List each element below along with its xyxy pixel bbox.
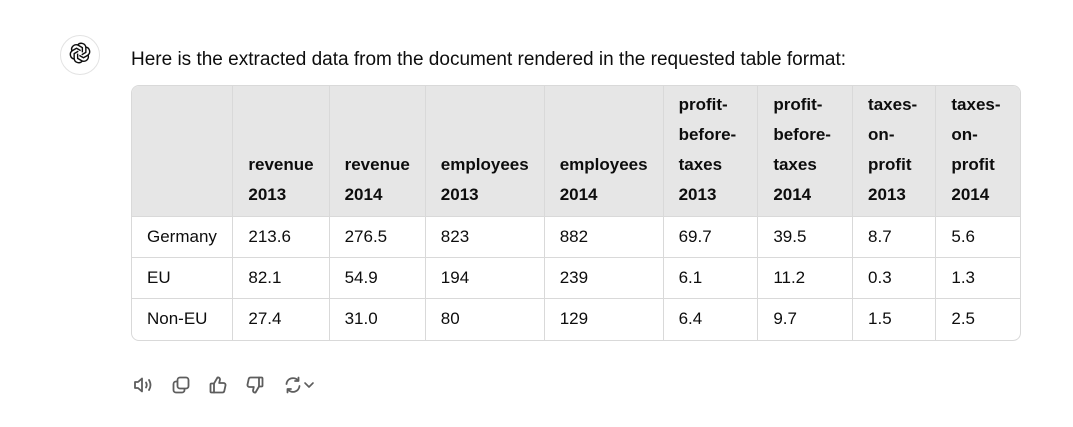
table-header-cell: employees 2013 <box>425 86 545 217</box>
read-aloud-icon <box>133 375 155 395</box>
table-header-cell: revenue 2014 <box>329 86 426 217</box>
assistant-avatar <box>60 35 100 75</box>
table-cell: 5.6 <box>935 216 1020 258</box>
table-header-cell: taxes-on-profit 2014 <box>935 86 1020 217</box>
table-cell: 8.7 <box>852 216 937 258</box>
table-header-cell: revenue 2013 <box>232 86 330 217</box>
table-cell: 1.5 <box>852 298 937 340</box>
regenerate-button[interactable] <box>279 372 319 398</box>
table-cell: 9.7 <box>757 298 854 340</box>
table-cell: 129 <box>544 298 664 340</box>
header-line: 2014 <box>951 185 990 204</box>
header-line: taxes- <box>951 95 1001 114</box>
table-cell: 31.0 <box>329 298 426 340</box>
regenerate-icon <box>283 375 303 395</box>
header-line: taxes <box>678 155 723 174</box>
table-header-cell: profit-before-taxes 2013 <box>663 86 759 217</box>
header-line: profit- <box>678 95 728 114</box>
table-row: EU 82.1 54.9 194 239 6.1 11.2 0.3 1.3 <box>132 257 1020 299</box>
row-label-cell: EU <box>132 257 234 299</box>
header-line: revenue <box>248 155 314 174</box>
table-body: Germany 213.6 276.5 823 882 69.7 39.5 8.7 5.6 EU 8… <box>132 216 1020 340</box>
header-line: employees <box>559 155 648 174</box>
table-cell: 882 <box>544 216 664 258</box>
copy-icon <box>171 375 191 395</box>
table-cell: 39.5 <box>757 216 854 258</box>
table-header-row: revenue 2013 revenue 2014 employees 2013 emplo… <box>132 86 1020 217</box>
table-header-corner <box>132 86 234 217</box>
header-line: on- <box>951 125 978 144</box>
header-line: profit- <box>773 95 823 114</box>
message-actions <box>131 372 330 398</box>
header-line: 2014 <box>773 185 812 204</box>
table-cell: 276.5 <box>329 216 426 258</box>
table-cell: 1.3 <box>935 257 1020 299</box>
table-cell: 823 <box>425 216 545 258</box>
thumbs-down-icon <box>245 375 265 395</box>
table-cell: 213.6 <box>232 216 330 258</box>
table-cell: 2.5 <box>951 309 976 329</box>
openai-logo-icon <box>67 40 93 71</box>
header-line: 2014 <box>559 185 598 204</box>
thumbs-down-button[interactable] <box>242 372 268 398</box>
read-aloud-button[interactable] <box>131 372 157 398</box>
table-cell: 194 <box>425 257 545 299</box>
header-line: profit <box>868 155 912 174</box>
row-label-cell: Germany <box>132 216 234 258</box>
header-line: taxes- <box>868 95 918 114</box>
row-label-cell: Non-EU <box>132 298 234 340</box>
table-cell: 11.2 <box>757 257 854 299</box>
chevron-down-icon <box>303 375 315 395</box>
header-line: profit <box>951 155 995 174</box>
header-line: 2014 <box>344 185 383 204</box>
table-cell: 27.4 <box>232 298 330 340</box>
table-header-cell: profit-before-taxes 2014 <box>757 86 854 217</box>
header-line: revenue <box>344 155 410 174</box>
header-line: on- <box>868 125 895 144</box>
thumbs-up-icon <box>208 375 228 395</box>
table-cell: 6.4 <box>663 298 759 340</box>
header-line: 2013 <box>440 185 479 204</box>
header-line: 2013 <box>678 185 717 204</box>
header-line: taxes <box>773 155 817 174</box>
table-header-cell: taxes-on-profit 2013 <box>852 86 937 217</box>
data-table-container: revenue 2013 revenue 2014 employees 2013 emplo… <box>131 85 1021 341</box>
table-row: Non-EU 27.4 31.0 80 129 6.4 9.7 1.5 2.5 <box>132 298 1020 340</box>
table-row: Germany 213.6 276.5 823 882 69.7 39.5 8.7 5.6 <box>132 216 1020 258</box>
copy-button[interactable] <box>168 372 194 398</box>
message-intro-text: Here is the extracted data from the docu… <box>131 49 847 70</box>
table-cell: 54.9 <box>329 257 426 299</box>
header-line: 2013 <box>868 185 906 204</box>
header-line: employees <box>440 155 529 174</box>
table-cell: 6.1 <box>663 257 759 299</box>
table-cell: 239 <box>544 257 664 299</box>
table-cell: 80 <box>425 298 545 340</box>
header-line: 2013 <box>248 185 287 204</box>
header-line: before- <box>773 125 831 144</box>
thumbs-up-button[interactable] <box>205 372 231 398</box>
table-header-cell: employees 2014 <box>544 86 664 217</box>
table-cell: 69.7 <box>663 216 759 258</box>
table-cell: 0.3 <box>852 257 937 299</box>
data-table: revenue 2013 revenue 2014 employees 2013 emplo… <box>132 86 1020 340</box>
table-cell: 82.1 <box>232 257 330 299</box>
header-line: before- <box>678 125 737 144</box>
